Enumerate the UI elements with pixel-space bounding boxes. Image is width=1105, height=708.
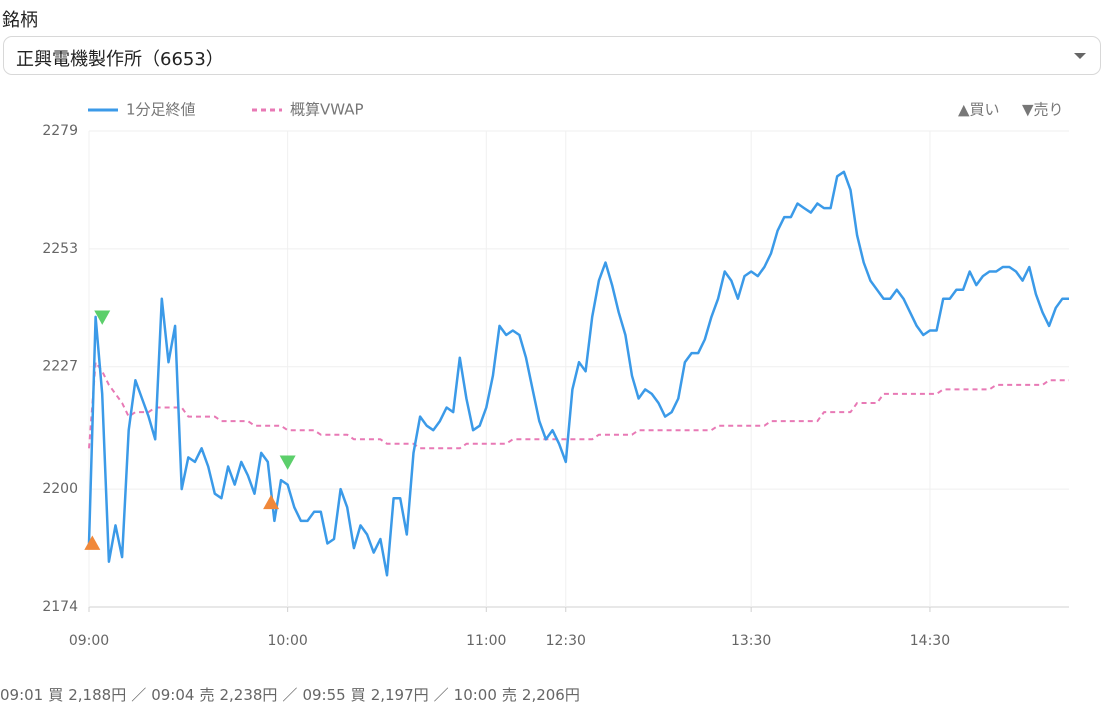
y-tick-label: 2279 [42,123,78,139]
marker-legend: ▲買い [958,101,1000,119]
y-tick-label: 2227 [42,359,78,375]
series-line [87,170,1069,577]
trade-time: 09:01 [0,686,44,704]
trade-side: 売 [501,686,517,704]
trade-marker [263,494,280,510]
x-tick-label: 11:00 [466,633,506,649]
trade-side: 買 [350,686,366,704]
trade-marker [279,455,296,470]
x-tick-label: 10:00 [267,633,307,649]
x-tick-label: 14:30 [910,633,950,649]
field-label: 銘柄 [2,10,38,31]
legend-label: 1分足終値 [126,101,196,119]
y-tick-label: 2200 [42,481,78,497]
trade-side: 売 [199,686,215,704]
chart: 2174 2200 2227 2253 2279 09:00 10:00 11:00 12:30… [42,101,1069,649]
separator: ／ [131,686,147,704]
x-tick-label: 13:30 [731,633,771,649]
marker-legend: ▼売り [1022,101,1064,119]
trade-price: 2,238円 [219,686,278,704]
separator: ／ [433,686,449,704]
x-tick-label: 12:30 [546,633,586,649]
trade-price: 2,197円 [370,686,429,704]
y-tick-label: 2174 [42,599,78,615]
trade-marker [94,310,111,325]
series-line [88,361,1069,450]
trade-time: 09:55 [302,686,346,704]
dropdown-arrow [1074,53,1086,59]
separator: ／ [282,686,298,704]
select-value: 正興電機製作所（6653） [16,49,224,70]
legend-label: 概算VWAP [290,101,364,119]
trade-marker [84,535,101,550]
y-tick-label: 2253 [42,241,78,257]
symbol-select[interactable]: 正興電機製作所（6653） [3,36,1101,75]
x-tick-label: 09:00 [69,633,109,649]
trade-summary: 09:01 買 2,188円／ 09:04 売 2,238円／ 09:55 買 2,197円／ 1… [0,684,585,705]
trade-time: 09:04 [151,686,195,704]
trade-time: 10:00 [453,686,497,704]
trade-price: 2,188円 [68,686,127,704]
trade-side: 買 [48,686,64,704]
trade-price: 2,206円 [521,686,580,704]
